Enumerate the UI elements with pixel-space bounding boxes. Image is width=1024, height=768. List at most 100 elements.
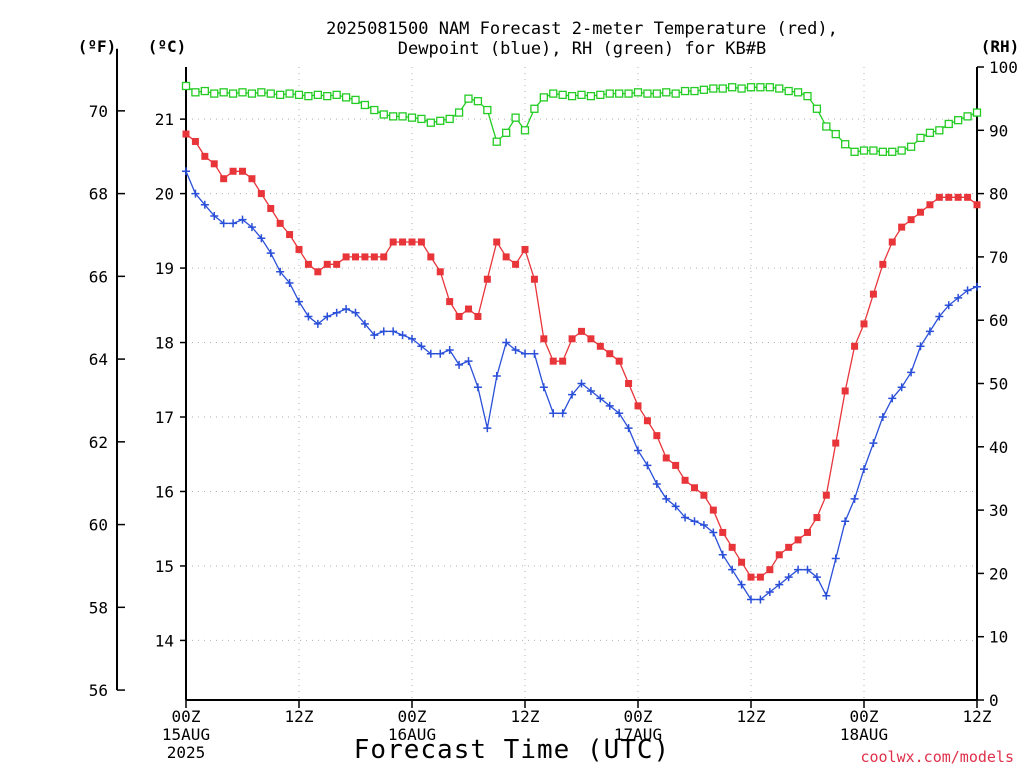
relative-humidity-point [445,114,454,124]
relative-humidity-series [181,81,982,156]
temperature-point [879,260,887,268]
dewpoint-point [370,331,379,340]
relative-humidity-point [313,90,322,100]
temperature-point [342,253,350,261]
relative-humidity-point [407,113,417,122]
dewpoint-point [511,345,520,354]
dewpoint-point [850,494,859,503]
x-axis-title: Forecast Time (UTC) [354,735,670,765]
temperature-point [917,208,924,216]
relative-humidity-point [389,112,398,121]
relative-humidity-point [520,126,530,135]
fahrenheit-tick-label: 68 [89,185,108,204]
relative-humidity-point [323,91,332,101]
temperature-point [229,167,237,175]
relative-humidity-point [492,137,501,146]
relative-humidity-point [859,146,869,155]
relative-humidity-point [671,89,680,98]
dewpoint-point [483,424,492,433]
temperature-point [643,417,651,425]
dewpoint-point [549,409,558,418]
relative-humidity-point [181,81,191,91]
temperature-point [568,335,576,343]
relative-humidity-point [539,93,548,102]
dewpoint-point [634,446,642,455]
dewpoint-point [577,379,586,388]
dewpoint-point [219,219,228,228]
relative-humidity-point [615,89,624,98]
relative-humidity-point [841,140,850,149]
temperature-point [709,506,717,514]
celsius-unit-label: (ºC) [148,37,187,56]
dewpoint-point [615,409,624,418]
dewpoint-point [229,219,238,228]
axes-layer [116,48,978,701]
x-tick-label: 00Z [172,707,201,726]
relative-humidity-point [972,108,982,117]
relative-humidity-point [643,89,652,98]
dewpoint-series [182,167,981,604]
dewpoint-point [662,494,671,503]
relative-humidity-point [746,83,756,92]
temperature-point [898,223,906,231]
fahrenheit-tick-label: 66 [89,267,108,286]
celsius-tick-label: 14 [155,631,174,650]
dewpoint-point [775,580,784,589]
relative-humidity-point [285,89,294,98]
temperature-point [926,201,934,209]
dewpoint-point [841,517,850,526]
rh-tick-label: 10 [989,628,1008,647]
x-tick-label: 00Z [398,707,427,726]
relative-humidity-point [718,84,727,93]
fahrenheit-tick-label: 70 [89,102,108,121]
temperature-point [841,387,849,395]
dewpoint-point [464,357,473,366]
relative-humidity-point [596,90,605,100]
x-tick-date: 15AUG [162,725,210,744]
dewpoint-point [492,372,501,381]
relative-humidity-point [191,88,200,97]
temperature-point [474,312,482,320]
relative-humidity-point [266,89,275,98]
relative-humidity-point [276,90,285,100]
temperature-point [352,253,359,261]
fahrenheit-unit-label: (ºF) [78,37,117,56]
temperature-point [700,491,708,499]
dewpoint-point [624,424,633,433]
relative-humidity-point [549,89,558,98]
temperature-point [954,193,962,201]
relative-humidity-point [699,85,709,94]
dewpoint-point [944,301,953,310]
temperature-point [295,245,303,253]
rh-tick-label: 90 [989,121,1008,140]
fahrenheit-tick-label: 64 [89,350,108,369]
temperature-point [399,238,407,246]
relative-humidity-point [822,122,831,131]
chart-title-line-2: Dewpoint (blue), RH (green) for KB#B [398,39,766,59]
relative-humidity-point [775,84,784,93]
temperature-point [304,260,312,268]
dewpoint-point [671,502,680,511]
dewpoint-point [803,565,812,574]
temperature-point [257,190,265,198]
dewpoint-point [360,319,369,328]
dewpoint-point [897,383,906,392]
relative-humidity-point [803,91,812,101]
temperature-point [596,342,604,350]
temperature-point [634,402,642,410]
relative-humidity-point [567,91,577,101]
celsius-tick-label: 17 [155,408,174,427]
celsius-tick-label: 18 [155,334,174,353]
temperature-point [813,514,821,522]
rh-tick-label: 40 [989,438,1008,457]
relative-humidity-point [954,116,963,125]
relative-humidity-point [511,113,520,122]
temperature-point [578,327,585,335]
relative-humidity-point [558,90,567,100]
temperature-line [185,133,978,578]
relative-humidity-point [831,129,840,139]
dewpoint-point [718,550,727,559]
relative-humidity-point [436,116,445,125]
x-tick-label: 12Z [285,707,314,726]
relative-humidity-point [737,84,746,93]
